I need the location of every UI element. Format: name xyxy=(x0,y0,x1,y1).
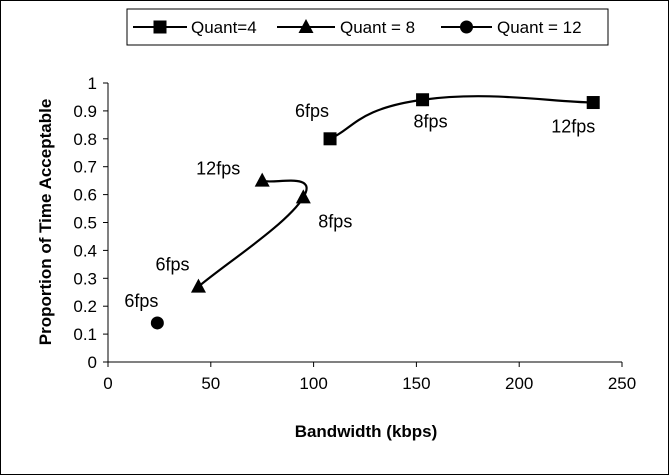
y-tick-label: 0.6 xyxy=(73,186,97,205)
legend-marker xyxy=(460,20,473,34)
data-label: 12fps xyxy=(551,117,595,137)
data-point xyxy=(586,96,600,110)
data-point xyxy=(150,316,164,330)
x-tick-label: 200 xyxy=(505,374,533,393)
y-tick-label: 0 xyxy=(88,353,97,372)
legend-marker xyxy=(153,20,167,34)
legend-label: Quant = 12 xyxy=(497,18,582,37)
x-tick-label: 0 xyxy=(103,374,112,393)
x-tick-label: 50 xyxy=(201,374,220,393)
data-point xyxy=(190,278,206,293)
legend-item: Quant=4 xyxy=(133,18,257,37)
y-tick-label: 0.5 xyxy=(73,214,97,233)
y-tick-label: 0.9 xyxy=(73,102,97,121)
y-tick-label: 0.1 xyxy=(73,325,97,344)
data-point xyxy=(323,132,337,146)
data-label: 12fps xyxy=(196,159,240,179)
data-point xyxy=(295,189,311,204)
legend-label: Quant=4 xyxy=(191,18,257,37)
y-tick-label: 1 xyxy=(88,74,97,93)
y-tick-label: 0.7 xyxy=(73,158,97,177)
data-label: 6fps xyxy=(124,291,158,311)
y-axis-title: Proportion of Time Acceptable xyxy=(36,99,55,346)
series-line xyxy=(329,95,594,140)
data-label: 8fps xyxy=(414,112,448,132)
x-tick-label: 150 xyxy=(402,374,430,393)
legend: Quant=4 Quant = 8 Quant = 12 xyxy=(126,8,609,46)
series-2: 6fps 8fps 12fps xyxy=(155,159,352,293)
y-tick-label: 0.2 xyxy=(73,297,97,316)
x-tick-label: 250 xyxy=(608,374,636,393)
y-tick-label: 0.8 xyxy=(73,130,97,149)
series-1: 6fps 8fps 12fps xyxy=(295,93,600,146)
legend-item: Quant = 8 xyxy=(277,18,415,37)
y-tick-label: 0.4 xyxy=(73,241,97,260)
legend-marker xyxy=(298,19,314,33)
data-label: 6fps xyxy=(155,255,189,275)
legend-box xyxy=(126,8,609,46)
legend-label: Quant = 8 xyxy=(340,18,415,37)
data-label: 6fps xyxy=(295,101,329,121)
data-point xyxy=(416,93,430,107)
x-axis-title: Bandwidth (kbps) xyxy=(295,422,438,441)
data-label: 8fps xyxy=(318,211,352,231)
data-point xyxy=(254,172,270,187)
axes: 0 50 100 150 200 250 0 0.1 0.2 0.3 0.4 0.5 0.6 0.7 0.… xyxy=(73,74,636,393)
legend-item: Quant = 12 xyxy=(441,18,582,37)
y-tick-label: 0.3 xyxy=(73,269,97,288)
x-tick-label: 100 xyxy=(299,374,327,393)
series-line xyxy=(197,179,308,288)
series-3: 6fps xyxy=(124,291,164,330)
